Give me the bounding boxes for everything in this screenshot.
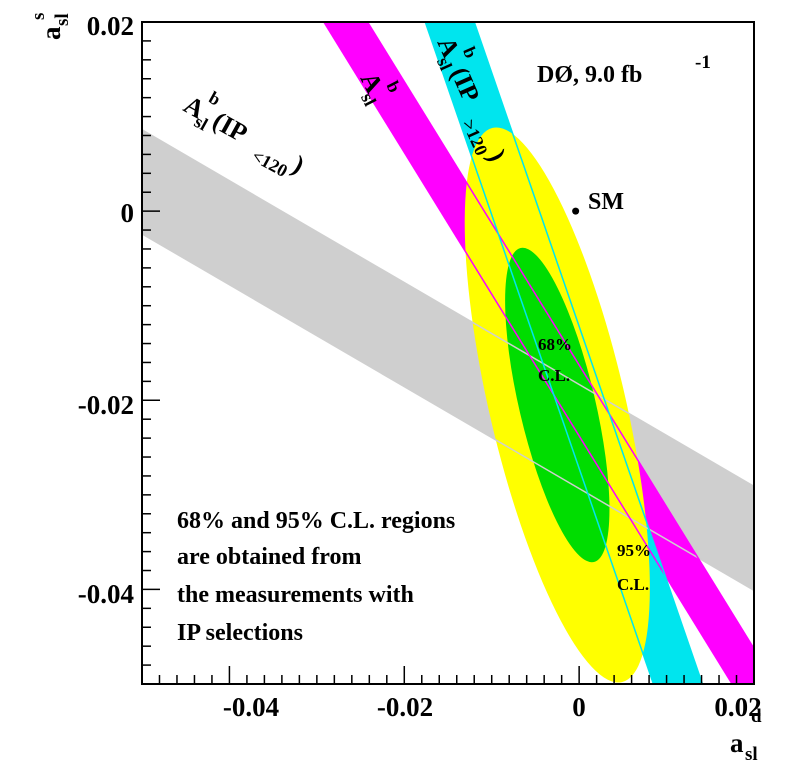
cl95-label-line1: 95% (617, 541, 651, 560)
sm-point (572, 207, 580, 215)
y-axis-label: a sl s (28, 13, 73, 40)
note-line: 68% and 95% C.L. regions (177, 508, 455, 534)
note-line: the measurements with (177, 582, 414, 608)
band-edge-ip-lt-120 (142, 129, 754, 487)
x-tick-label: 0 (572, 692, 586, 722)
experiment-label-main: DØ, 9.0 fb (537, 62, 642, 88)
cl68-label-line2: C.L. (538, 366, 570, 385)
x-tick-label: -0.04 (223, 692, 279, 722)
note-line: are obtained from (177, 544, 361, 570)
y-tick-label: 0 (121, 198, 135, 228)
y-axis-label-main: a (36, 26, 66, 40)
x-tick-label: -0.02 (377, 692, 433, 722)
x-axis-label-sub: sl (745, 744, 758, 765)
x-axis-label-sup: d (751, 706, 762, 727)
plot-frame (141, 21, 755, 685)
y-tick-label: -0.04 (78, 579, 134, 609)
plot-area (142, 22, 754, 684)
y-tick-label: 0.02 (87, 11, 134, 41)
y-axis-label-sub: sl (52, 13, 73, 26)
band-edge-ip-gt-120 (473, 22, 704, 684)
note-line: IP selections (177, 620, 303, 646)
cl95-label-line2: C.L. (617, 575, 649, 594)
x-tick-label: 0.02 (714, 692, 761, 722)
experiment-label: DØ, 9.0 fb -1 (537, 52, 711, 88)
y-axis-label-sup: s (28, 13, 49, 20)
x-axis-label-main: a (730, 728, 744, 758)
x-axis-ticks (141, 666, 755, 684)
cl68-label-line1: 68% (538, 335, 572, 354)
sm-label: SM (588, 189, 624, 215)
band-edge-ip-lt-120 (142, 233, 754, 592)
experiment-label-sup: -1 (695, 52, 711, 73)
x-axis-label: d a sl (730, 706, 762, 765)
band-edge-inclusive (366, 22, 754, 650)
y-tick-label: -0.02 (78, 390, 134, 420)
y-axis-ticks (142, 21, 160, 685)
band-edge-ip-gt-120 (424, 22, 655, 684)
